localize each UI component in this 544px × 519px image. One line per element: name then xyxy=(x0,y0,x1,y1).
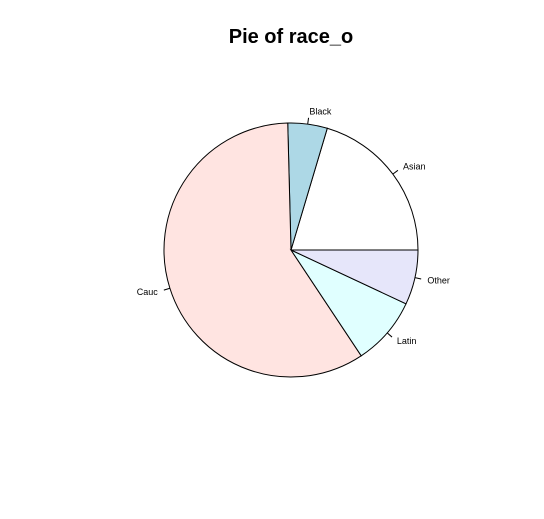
pie-slices xyxy=(163,122,419,378)
pie-labels: Asian Black Cauc Latin Other xyxy=(137,107,450,347)
pie-label-black: Black xyxy=(309,107,332,117)
pie-tick-other xyxy=(414,277,422,280)
pie-label-other: Other xyxy=(427,275,450,285)
pie-label-cauc: Cauc xyxy=(137,287,159,297)
pie-label-asian: Asian xyxy=(403,162,426,172)
pie-slice-other xyxy=(290,249,419,305)
pie-tick-asian xyxy=(392,169,399,175)
pie-label-latin: Latin xyxy=(397,336,417,346)
pie-slice-cauc xyxy=(163,122,362,378)
pie-tick-black xyxy=(307,117,310,125)
pie-tick-cauc xyxy=(163,287,171,291)
pie-tick-latin xyxy=(386,332,393,338)
chart-title: Pie of race_o xyxy=(228,26,354,48)
